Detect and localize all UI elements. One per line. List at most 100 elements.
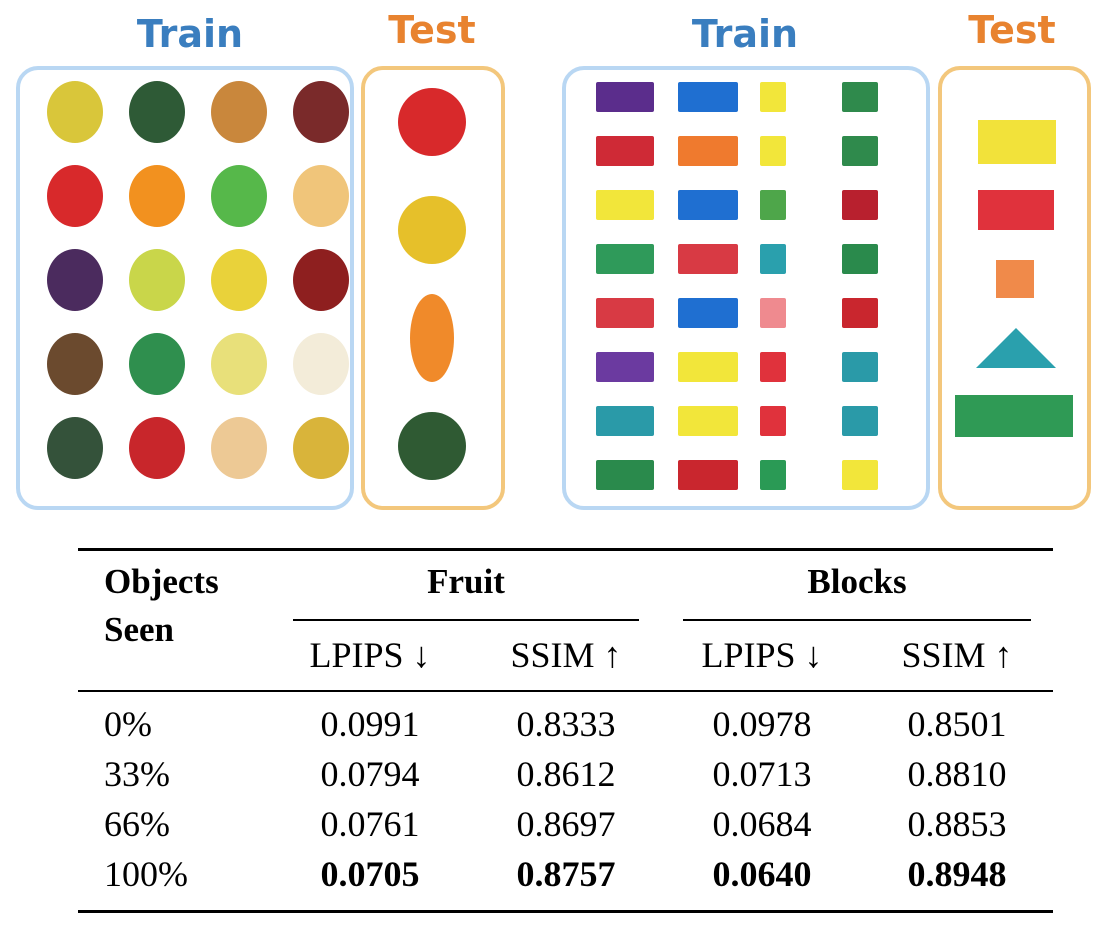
block-item xyxy=(678,298,738,328)
block-item xyxy=(678,352,738,382)
fruit-test-item xyxy=(398,412,466,480)
fruit-test-item xyxy=(398,88,466,156)
block-test-item xyxy=(978,190,1054,230)
table-cell: 0.0684 xyxy=(712,804,812,844)
fruit-item xyxy=(211,417,267,479)
block-item xyxy=(678,406,738,436)
fruit-test-item xyxy=(410,294,454,382)
block-item xyxy=(596,244,654,274)
objects-seen-header-line1: Objects xyxy=(104,562,219,601)
metric-header: SSIM ↑ xyxy=(901,635,1013,675)
fruit-train-title: Train xyxy=(136,12,244,56)
fruit-item xyxy=(129,81,185,143)
fruit-item xyxy=(293,249,349,311)
block-item xyxy=(760,244,786,274)
table-cell: 0.0794 xyxy=(320,754,420,794)
block-item xyxy=(678,136,738,166)
block-item xyxy=(596,190,654,220)
table-top-rule xyxy=(78,548,1053,551)
fruit-item xyxy=(47,333,103,395)
table-cell: 0.0713 xyxy=(712,754,812,794)
fruit-item xyxy=(47,249,103,311)
block-item xyxy=(678,460,738,490)
blocks-test-title: Test xyxy=(968,8,1056,52)
block-item xyxy=(596,298,654,328)
fruit-item xyxy=(293,81,349,143)
table-bottom-rule xyxy=(78,910,1053,913)
block-item xyxy=(678,190,738,220)
block-item xyxy=(596,82,654,112)
blocks-train-panel xyxy=(562,66,930,510)
table-cell: 0.8853 xyxy=(907,804,1007,844)
metric-header: SSIM ↑ xyxy=(510,635,622,675)
row-label: 66% xyxy=(104,804,170,844)
block-item xyxy=(760,190,786,220)
block-item xyxy=(842,406,878,436)
blocks-cmidrule xyxy=(683,619,1031,621)
blocks-train-title: Train xyxy=(691,12,799,56)
table-cell: 0.8333 xyxy=(516,704,616,744)
block-item xyxy=(596,352,654,382)
fruit-item xyxy=(129,165,185,227)
table-mid-rule xyxy=(78,690,1053,692)
fruit-item xyxy=(211,81,267,143)
table-cell: 0.8757 xyxy=(516,854,616,894)
table-cell: 0.8612 xyxy=(516,754,616,794)
block-item xyxy=(842,190,878,220)
fruit-test-title: Test xyxy=(388,8,476,52)
block-item xyxy=(842,244,878,274)
fruit-item xyxy=(47,165,103,227)
fruit-item xyxy=(211,165,267,227)
block-item xyxy=(760,82,786,112)
fruit-item xyxy=(129,333,185,395)
blocks-group-header: Blocks xyxy=(807,562,907,601)
table-cell: 0.0978 xyxy=(712,704,812,744)
block-item xyxy=(842,460,878,490)
block-test-item xyxy=(996,260,1034,298)
block-test-item xyxy=(978,120,1056,164)
block-item xyxy=(596,460,654,490)
block-test-item xyxy=(955,395,1073,437)
objects-seen-header-line2: Seen xyxy=(104,610,174,649)
fruit-item xyxy=(47,81,103,143)
table-cell: 0.8948 xyxy=(907,854,1007,894)
table-cell: 0.8501 xyxy=(907,704,1007,744)
row-label: 100% xyxy=(104,854,188,894)
block-item xyxy=(842,352,878,382)
fruit-item xyxy=(129,417,185,479)
block-item xyxy=(678,82,738,112)
fruit-item xyxy=(47,417,103,479)
fruit-item xyxy=(293,417,349,479)
fruit-cmidrule xyxy=(293,619,639,621)
fruit-item xyxy=(211,333,267,395)
block-item xyxy=(760,460,786,490)
metric-header: LPIPS ↓ xyxy=(701,635,823,675)
fruit-item xyxy=(129,249,185,311)
fruit-test-panel xyxy=(361,66,505,510)
block-item xyxy=(760,298,786,328)
fruit-group-header: Fruit xyxy=(427,562,505,601)
block-item xyxy=(760,352,786,382)
block-item xyxy=(760,406,786,436)
metric-header: LPIPS ↓ xyxy=(309,635,431,675)
row-label: 0% xyxy=(104,704,152,744)
object-photos xyxy=(47,81,1073,490)
fruit-test-item xyxy=(398,196,466,264)
table-cell: 0.8810 xyxy=(907,754,1007,794)
block-test-item xyxy=(976,328,1056,368)
fruit-item xyxy=(211,249,267,311)
table-cell: 0.8697 xyxy=(516,804,616,844)
block-item xyxy=(596,406,654,436)
block-item xyxy=(842,82,878,112)
block-item xyxy=(842,136,878,166)
table-cell: 0.0991 xyxy=(320,704,420,744)
table-cell: 0.0640 xyxy=(712,854,812,894)
table-cell: 0.0761 xyxy=(320,804,420,844)
blocks-test-panel xyxy=(938,66,1091,510)
table-cell: 0.0705 xyxy=(320,854,420,894)
block-item xyxy=(760,136,786,166)
fruit-item xyxy=(293,165,349,227)
fruit-item xyxy=(293,333,349,395)
block-item xyxy=(678,244,738,274)
block-item xyxy=(596,136,654,166)
